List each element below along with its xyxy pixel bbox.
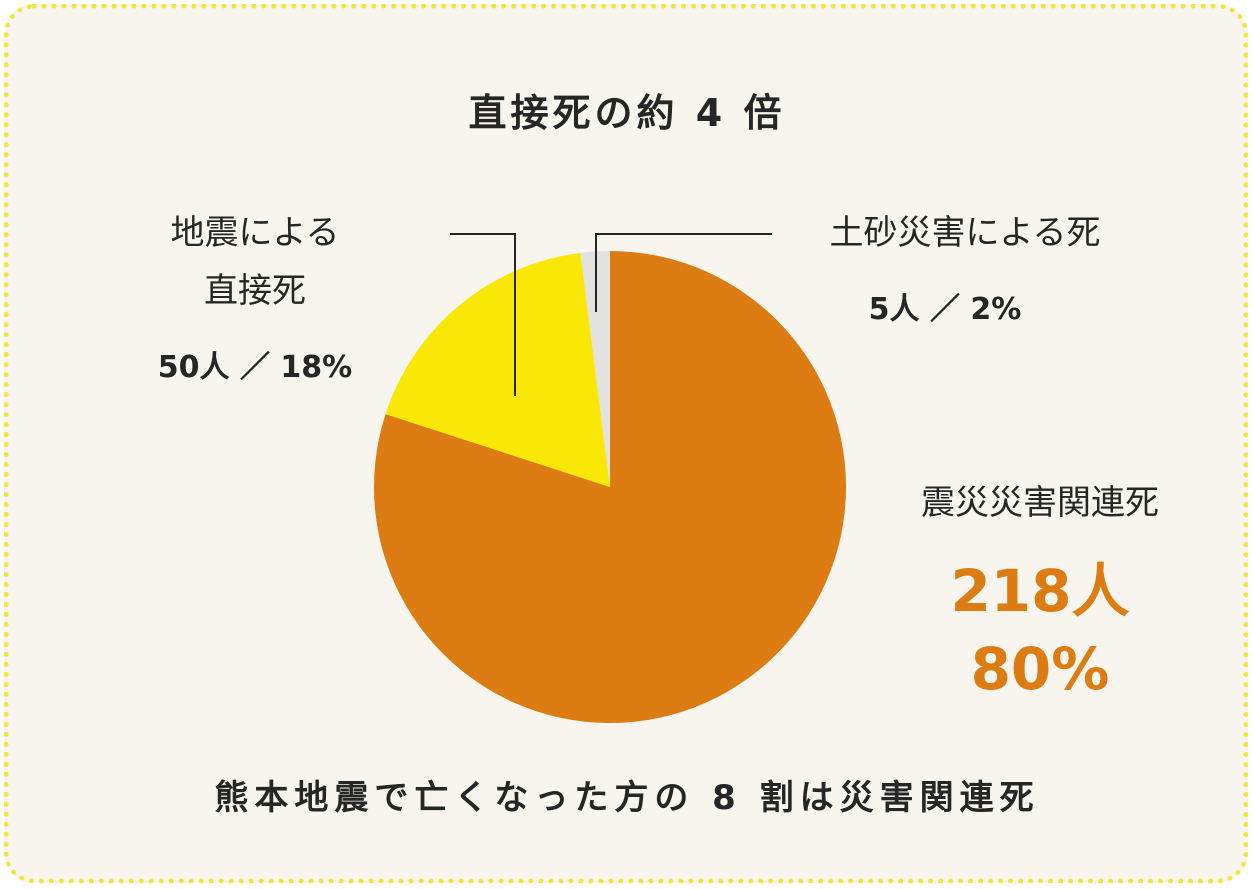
chart-caption: 熊本地震で亡くなった方の 8 割は災害関連死 <box>214 778 1040 818</box>
label-landslide: 土砂災害による死 5人 ／ 2% <box>790 204 1140 328</box>
label-direct: 地震による 直接死 50人 ／ 18% <box>130 204 380 386</box>
label-related: 震災災害関連死 218人 80% <box>880 474 1200 708</box>
label-landslide-name: 土砂災害による死 <box>829 213 1101 253</box>
label-direct-line1: 地震による <box>170 213 340 253</box>
pie-slice-direct <box>385 252 610 487</box>
label-direct-line2: 直接死 <box>204 271 306 311</box>
leader-line-direct <box>450 233 516 396</box>
label-landslide-value: 5人 ／ 2% <box>868 292 1022 327</box>
label-related-count: 218人 <box>950 557 1130 625</box>
pie-slice-landslide <box>580 251 610 487</box>
leader-line-landslide <box>595 233 772 312</box>
chart-title: 直接死の約 4 倍 <box>468 91 786 135</box>
label-direct-value: 50人 ／ 18% <box>157 350 353 385</box>
label-related-name: 震災災害関連死 <box>921 483 1159 523</box>
label-related-percent: 80% <box>970 635 1110 703</box>
